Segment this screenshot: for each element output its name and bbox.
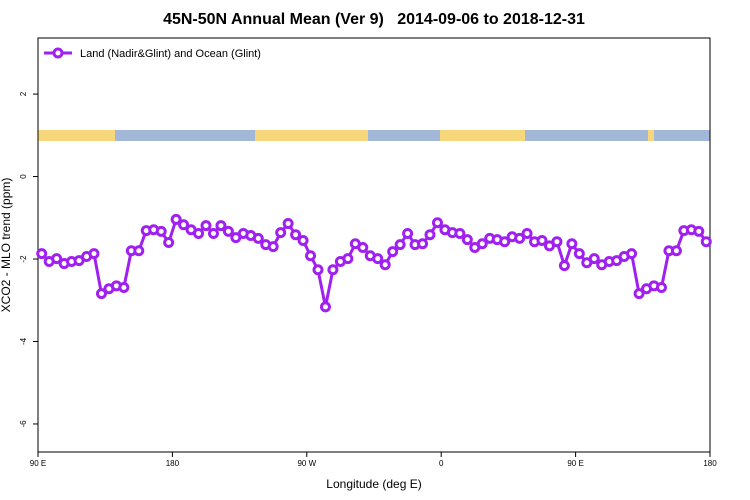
data-point	[633, 288, 645, 300]
data-point	[424, 229, 436, 241]
data-point	[297, 234, 309, 246]
data-point	[36, 248, 48, 260]
data-point	[155, 225, 167, 237]
x-tick-label: 180	[703, 459, 717, 468]
data-point	[163, 237, 175, 249]
data-point	[305, 250, 317, 262]
chart-title: 45N-50N Annual Mean (Ver 9) 2014-09-06 t…	[163, 11, 585, 28]
data-point	[193, 227, 205, 239]
y-axis-label: XCO2 - MLO trend (ppm)	[0, 178, 13, 313]
data-point	[357, 241, 369, 253]
data-point	[178, 219, 190, 231]
data-point	[551, 236, 563, 248]
land-band	[648, 130, 654, 141]
data-point	[454, 227, 466, 239]
plot-frame	[37, 37, 711, 453]
y-tick-label: 0	[19, 174, 28, 179]
legend-label: Land (Nadir&Glint) and Ocean (Glint)	[80, 48, 261, 60]
data-point	[558, 260, 570, 272]
data-point	[566, 238, 578, 250]
data-point	[215, 220, 227, 232]
x-tick-label: 180	[166, 459, 180, 468]
data-point	[379, 259, 391, 271]
x-tick-label: 90 E	[30, 459, 46, 468]
data-point	[700, 236, 712, 248]
data-point	[267, 241, 279, 253]
data-point	[170, 213, 182, 225]
data-point	[133, 245, 145, 257]
data-point	[312, 264, 324, 276]
legend-marker	[52, 47, 64, 59]
x-tick-label: 90 E	[567, 459, 583, 468]
y-tick-label: 2	[19, 91, 28, 96]
data-point	[461, 234, 473, 246]
y-tick-label: -6	[19, 420, 28, 428]
data-point	[573, 248, 585, 260]
data-point	[670, 245, 682, 257]
data-point	[514, 232, 526, 244]
y-tick-label: -2	[19, 255, 28, 263]
data-point	[626, 248, 638, 260]
data-point	[319, 301, 331, 313]
data-point	[95, 288, 107, 300]
data-point	[499, 236, 511, 248]
data-point	[521, 227, 533, 239]
x-tick-label: 0	[439, 459, 444, 468]
data-point	[327, 264, 339, 276]
data-point	[118, 281, 130, 293]
data-point	[207, 227, 219, 239]
data-point	[655, 281, 667, 293]
data-point	[200, 220, 212, 232]
x-axis-label: Longitude (deg E)	[326, 477, 421, 491]
data-point	[476, 238, 488, 250]
data-point	[387, 246, 399, 258]
data-point	[252, 232, 264, 244]
ocean-band	[38, 130, 710, 141]
y-tick-label: -4	[19, 337, 28, 345]
data-point	[588, 253, 600, 265]
data-point	[402, 227, 414, 239]
land-band	[255, 130, 368, 141]
data-point	[342, 253, 354, 265]
land-band	[38, 130, 115, 141]
x-tick-label: 90 W	[297, 459, 316, 468]
data-point	[282, 218, 294, 230]
data-point	[275, 227, 287, 239]
land-band	[440, 130, 525, 141]
data-point	[222, 225, 234, 237]
data-point	[88, 248, 100, 260]
data-point	[372, 253, 384, 265]
data-point	[417, 238, 429, 250]
data-point	[51, 253, 63, 265]
data-point	[536, 234, 548, 246]
data-point	[290, 229, 302, 241]
data-point	[693, 225, 705, 237]
data-point	[431, 217, 443, 229]
data-point	[394, 239, 406, 251]
land-ocean-band	[38, 130, 710, 141]
